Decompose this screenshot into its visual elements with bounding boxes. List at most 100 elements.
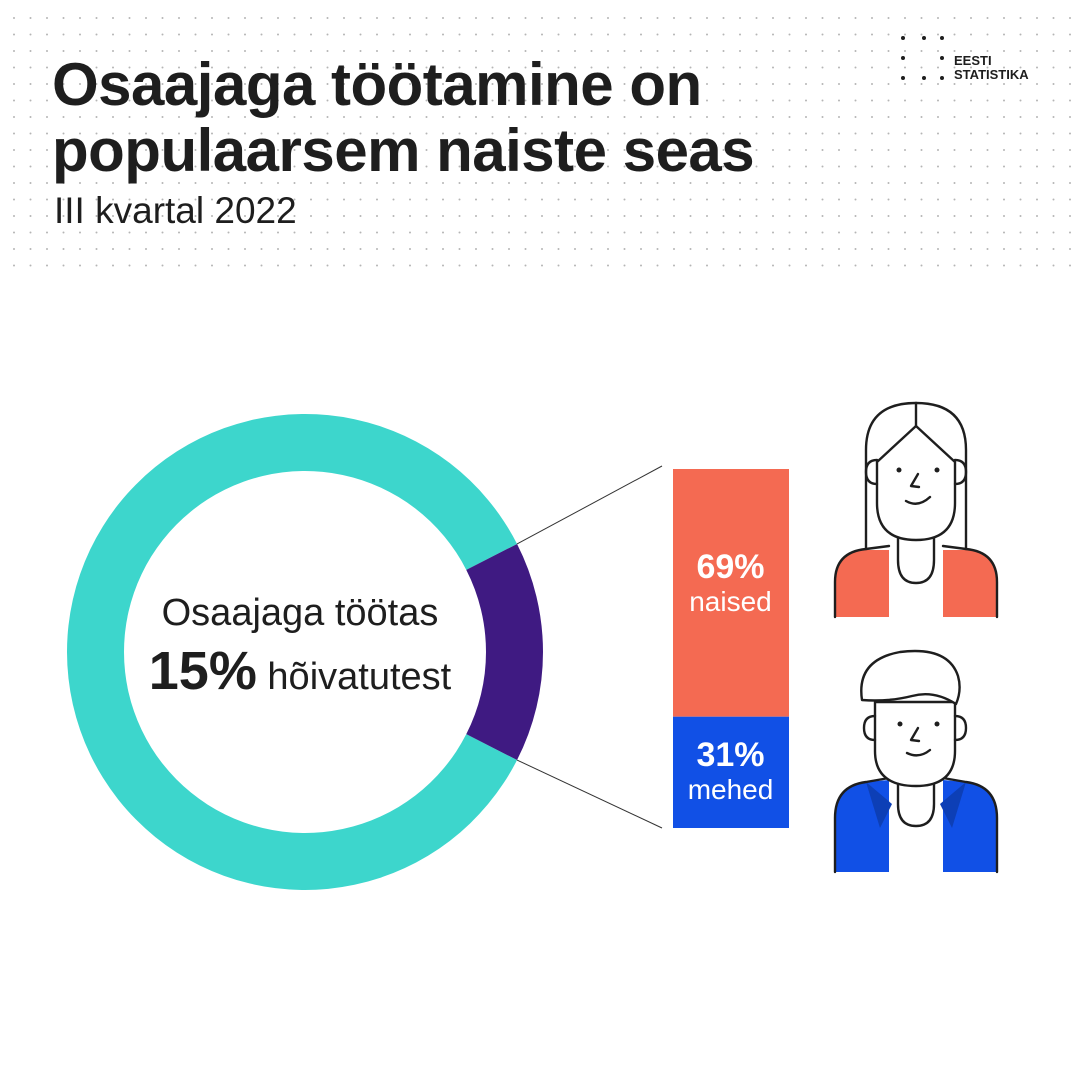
bg-dot <box>79 33 81 36</box>
bg-dot <box>409 33 411 36</box>
bg-dot <box>326 198 329 201</box>
bg-dot <box>13 149 15 151</box>
bg-dot <box>145 132 147 135</box>
bg-dot <box>46 198 48 201</box>
bg-dot <box>13 132 15 135</box>
bg-dot <box>970 132 972 135</box>
bg-dot <box>145 33 147 36</box>
bg-dot <box>970 99 972 102</box>
bg-dot <box>310 198 312 201</box>
bg-dot <box>161 17 164 19</box>
bg-dot <box>310 50 312 52</box>
bg-dot <box>937 66 939 69</box>
bg-dot <box>343 165 345 168</box>
bg-dot <box>194 165 197 168</box>
bg-dot <box>937 99 939 102</box>
bg-dot <box>491 264 494 267</box>
bg-dot <box>343 198 345 201</box>
bg-dot <box>392 33 395 36</box>
bg-dot <box>772 66 774 69</box>
bg-dot <box>673 182 675 184</box>
bg-dot <box>29 50 32 52</box>
bg-dot <box>524 231 527 234</box>
bg-dot <box>442 132 444 135</box>
bg-dot <box>739 231 741 234</box>
bg-dot <box>508 149 510 151</box>
bg-dot <box>62 215 65 217</box>
bg-dot <box>392 83 395 85</box>
bg-dot <box>557 231 560 234</box>
bg-dot <box>953 231 956 234</box>
bg-dot <box>772 132 774 135</box>
bg-dot <box>706 149 708 151</box>
bg-dot <box>937 248 939 250</box>
logo-dot <box>901 76 905 80</box>
man-icon <box>833 649 999 874</box>
bg-dot <box>359 99 362 102</box>
bg-dot <box>1003 17 1005 19</box>
bg-dot <box>739 182 741 184</box>
bg-dot <box>887 33 890 36</box>
bg-dot <box>29 116 32 118</box>
bg-dot <box>541 132 543 135</box>
bg-dot <box>524 264 527 267</box>
bg-dot <box>838 248 840 250</box>
bg-dot <box>871 50 873 52</box>
man-ears <box>862 714 968 742</box>
bg-dot <box>854 33 857 36</box>
bg-dot <box>95 264 98 267</box>
bg-dot <box>1069 83 1071 85</box>
bg-dot <box>227 198 230 201</box>
bg-dot <box>13 83 15 85</box>
bg-dot <box>62 33 65 36</box>
bg-dot <box>871 66 873 69</box>
bg-dot <box>904 66 906 69</box>
bg-dot <box>623 248 626 250</box>
bg-dot <box>46 83 48 85</box>
bg-dot <box>607 231 609 234</box>
bg-dot <box>227 66 230 69</box>
bg-dot <box>640 215 642 217</box>
bg-dot <box>524 215 527 217</box>
bg-dot <box>178 132 180 135</box>
bg-dot <box>244 132 246 135</box>
bg-dot <box>854 248 857 250</box>
bg-dot <box>425 215 428 217</box>
bg-dot <box>1036 50 1038 52</box>
bg-dot <box>194 66 197 69</box>
bg-dot <box>62 264 65 267</box>
bg-dot <box>755 248 758 250</box>
bg-dot <box>689 198 692 201</box>
bg-dot <box>574 264 576 267</box>
bg-dot <box>293 182 296 184</box>
bg-dot <box>854 132 857 135</box>
bg-dot <box>178 66 180 69</box>
bg-dot <box>788 132 791 135</box>
bg-dot <box>706 132 708 135</box>
bg-dot <box>821 99 824 102</box>
bg-dot <box>326 83 329 85</box>
bg-dot <box>260 198 263 201</box>
bg-dot <box>95 116 98 118</box>
bg-dot <box>689 132 692 135</box>
bg-dot <box>491 132 494 135</box>
bg-dot <box>62 182 65 184</box>
bg-dot <box>79 83 81 85</box>
bg-dot <box>491 231 494 234</box>
bg-dot <box>739 83 741 85</box>
bg-dot <box>706 248 708 250</box>
bg-dot <box>524 165 527 168</box>
bg-dot <box>46 132 48 135</box>
bg-dot <box>557 149 560 151</box>
bg-dot <box>161 264 164 267</box>
bg-dot <box>821 66 824 69</box>
bg-dot <box>689 264 692 267</box>
bg-dot <box>1052 50 1055 52</box>
bg-dot <box>656 33 659 36</box>
bg-dot <box>953 83 956 85</box>
man-hair <box>860 649 961 706</box>
bg-dot <box>590 66 593 69</box>
bg-dot <box>722 116 725 118</box>
bg-dot <box>607 83 609 85</box>
bg-dot <box>854 17 857 19</box>
